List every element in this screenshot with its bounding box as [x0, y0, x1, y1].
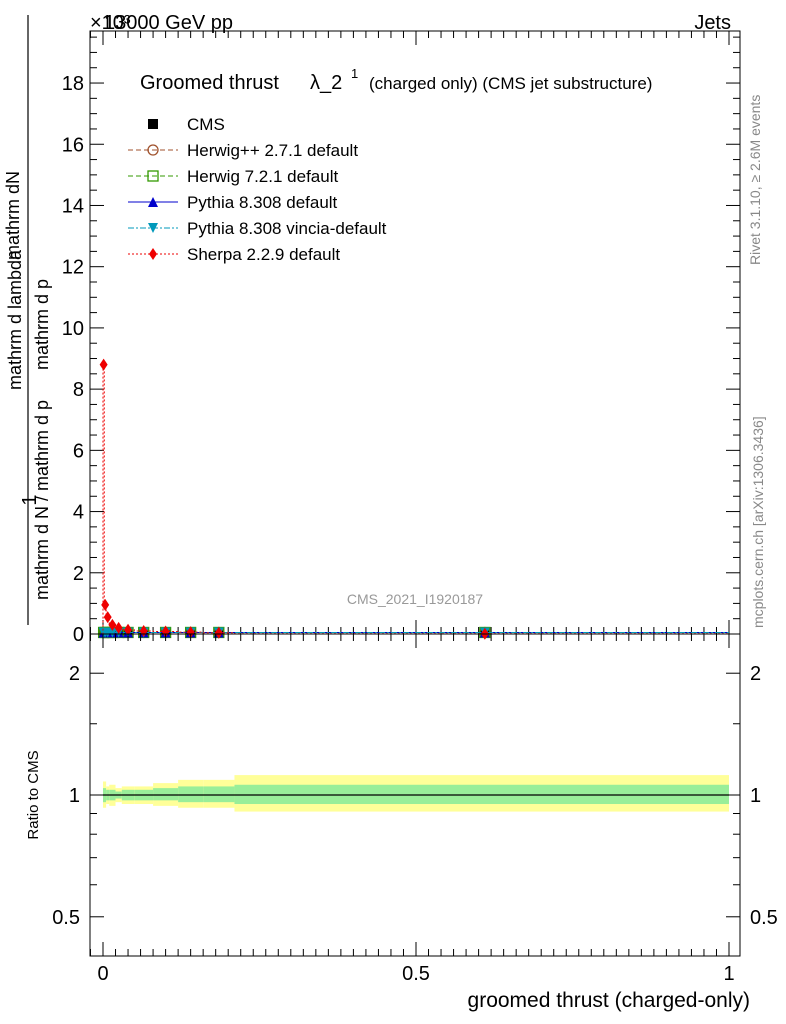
plot-title-main: Groomed thrust	[140, 72, 279, 94]
ratio-y-tick-label: 0.5	[52, 907, 80, 929]
marker-diamond	[149, 248, 157, 260]
marker-diamond	[214, 626, 223, 639]
ratio-bands	[103, 775, 729, 812]
ylabel-denominator: mathrm d N / mathrm d p	[32, 400, 52, 600]
plot-title-suffix: (charged only) (CMS jet substructure)	[369, 74, 652, 93]
y-tick-label: 2	[73, 563, 84, 585]
analysis-tag: CMS_2021_I1920187	[347, 591, 483, 607]
series-line	[103, 364, 729, 635]
ratio-band-green	[234, 784, 729, 805]
y-tick-label: 16	[62, 134, 84, 156]
marker-diamond	[99, 358, 108, 371]
ylabel-denominator-mid: mathrm d p	[32, 279, 52, 370]
y-tick-label: 10	[62, 318, 84, 340]
ratio-y-tick-label: 2	[69, 663, 80, 685]
y-tick-label: 18	[62, 73, 84, 95]
mcplots-label: mcplots.cern.ch [arXiv:1306.3436]	[750, 416, 766, 628]
ratio-band-green	[153, 788, 179, 801]
ratio-band-green	[203, 786, 235, 803]
collision-label: 13000 GeV pp	[104, 12, 233, 34]
y-tick-label: 14	[62, 195, 84, 217]
ylabel-numerator: mathrm d lambda	[5, 249, 25, 390]
marker-diamond	[124, 623, 133, 636]
legend-label: Pythia 8.308 default	[187, 193, 338, 212]
marker-triangle-up	[148, 197, 158, 207]
main-ylabel: 1 mathrm d lambda mathrm d N / mathrm d …	[3, 15, 52, 625]
marker-circle-open	[147, 144, 159, 156]
exponent-label: ×10³	[90, 12, 131, 34]
marker-square	[148, 119, 158, 129]
ylabel-numerator-dn: mathrm dN	[3, 171, 23, 260]
marker-square-open	[147, 170, 159, 182]
y-tick-label: 6	[73, 440, 84, 462]
ratio-band-green	[178, 786, 204, 803]
ratio-y-tick-label-right: 2	[750, 663, 761, 685]
x-tick-label: 1	[723, 963, 734, 985]
main-series-group	[97, 358, 729, 640]
marker-diamond	[161, 625, 170, 638]
legend-label: Herwig 7.2.1 default	[187, 167, 338, 186]
y-tick-label: 12	[62, 257, 84, 279]
ylabel-one: 1	[19, 494, 41, 505]
ratio-y-tick-label: 1	[69, 785, 80, 807]
legend-label: Pythia 8.308 vincia-default	[187, 219, 387, 238]
legend-label: CMS	[187, 115, 225, 134]
y-tick-label: 0	[73, 624, 84, 646]
marker-diamond	[186, 626, 195, 639]
legend: CMS Herwig++ 2.7.1 default Herwig 7.2.1 de…	[128, 115, 387, 264]
ratio-ylabel: Ratio to CMS	[25, 750, 42, 839]
ratio-x-axis: 0 0.5 1	[89, 634, 735, 985]
marker-triangle-down	[107, 627, 118, 638]
x-tick-label: 0.5	[402, 963, 430, 985]
ratio-y-tick-label-right: 1	[750, 785, 761, 807]
x-tick-label: 0	[97, 963, 108, 985]
y-tick-label: 8	[73, 379, 84, 401]
plot-title-lambda: λ_2	[310, 72, 342, 94]
category-label: Jets	[694, 12, 731, 34]
ratio-y-tick-label-right: 0.5	[750, 907, 778, 929]
y-tick-label: 4	[73, 502, 84, 524]
ratio-y-axis: 0.5 0.5 1 1 2 2	[52, 663, 778, 929]
marker-triangle-down	[148, 223, 158, 233]
marker-diamond	[108, 618, 117, 631]
x-axis-label: groomed thrust (charged-only)	[468, 989, 750, 1012]
plot-title-superscript: 1	[351, 66, 358, 81]
legend-label: Herwig++ 2.7.1 default	[187, 141, 358, 160]
main-y-axis: 0 2 4 6 8 10 12 14 16 18	[62, 36, 740, 646]
legend-label: Sherpa 2.2.9 default	[187, 245, 340, 264]
rivet-label: Rivet 3.1.10, ≥ 2.6M events	[747, 95, 763, 265]
marker-diamond	[114, 621, 123, 634]
marker-diamond	[101, 598, 110, 611]
marker-diamond	[103, 611, 112, 624]
